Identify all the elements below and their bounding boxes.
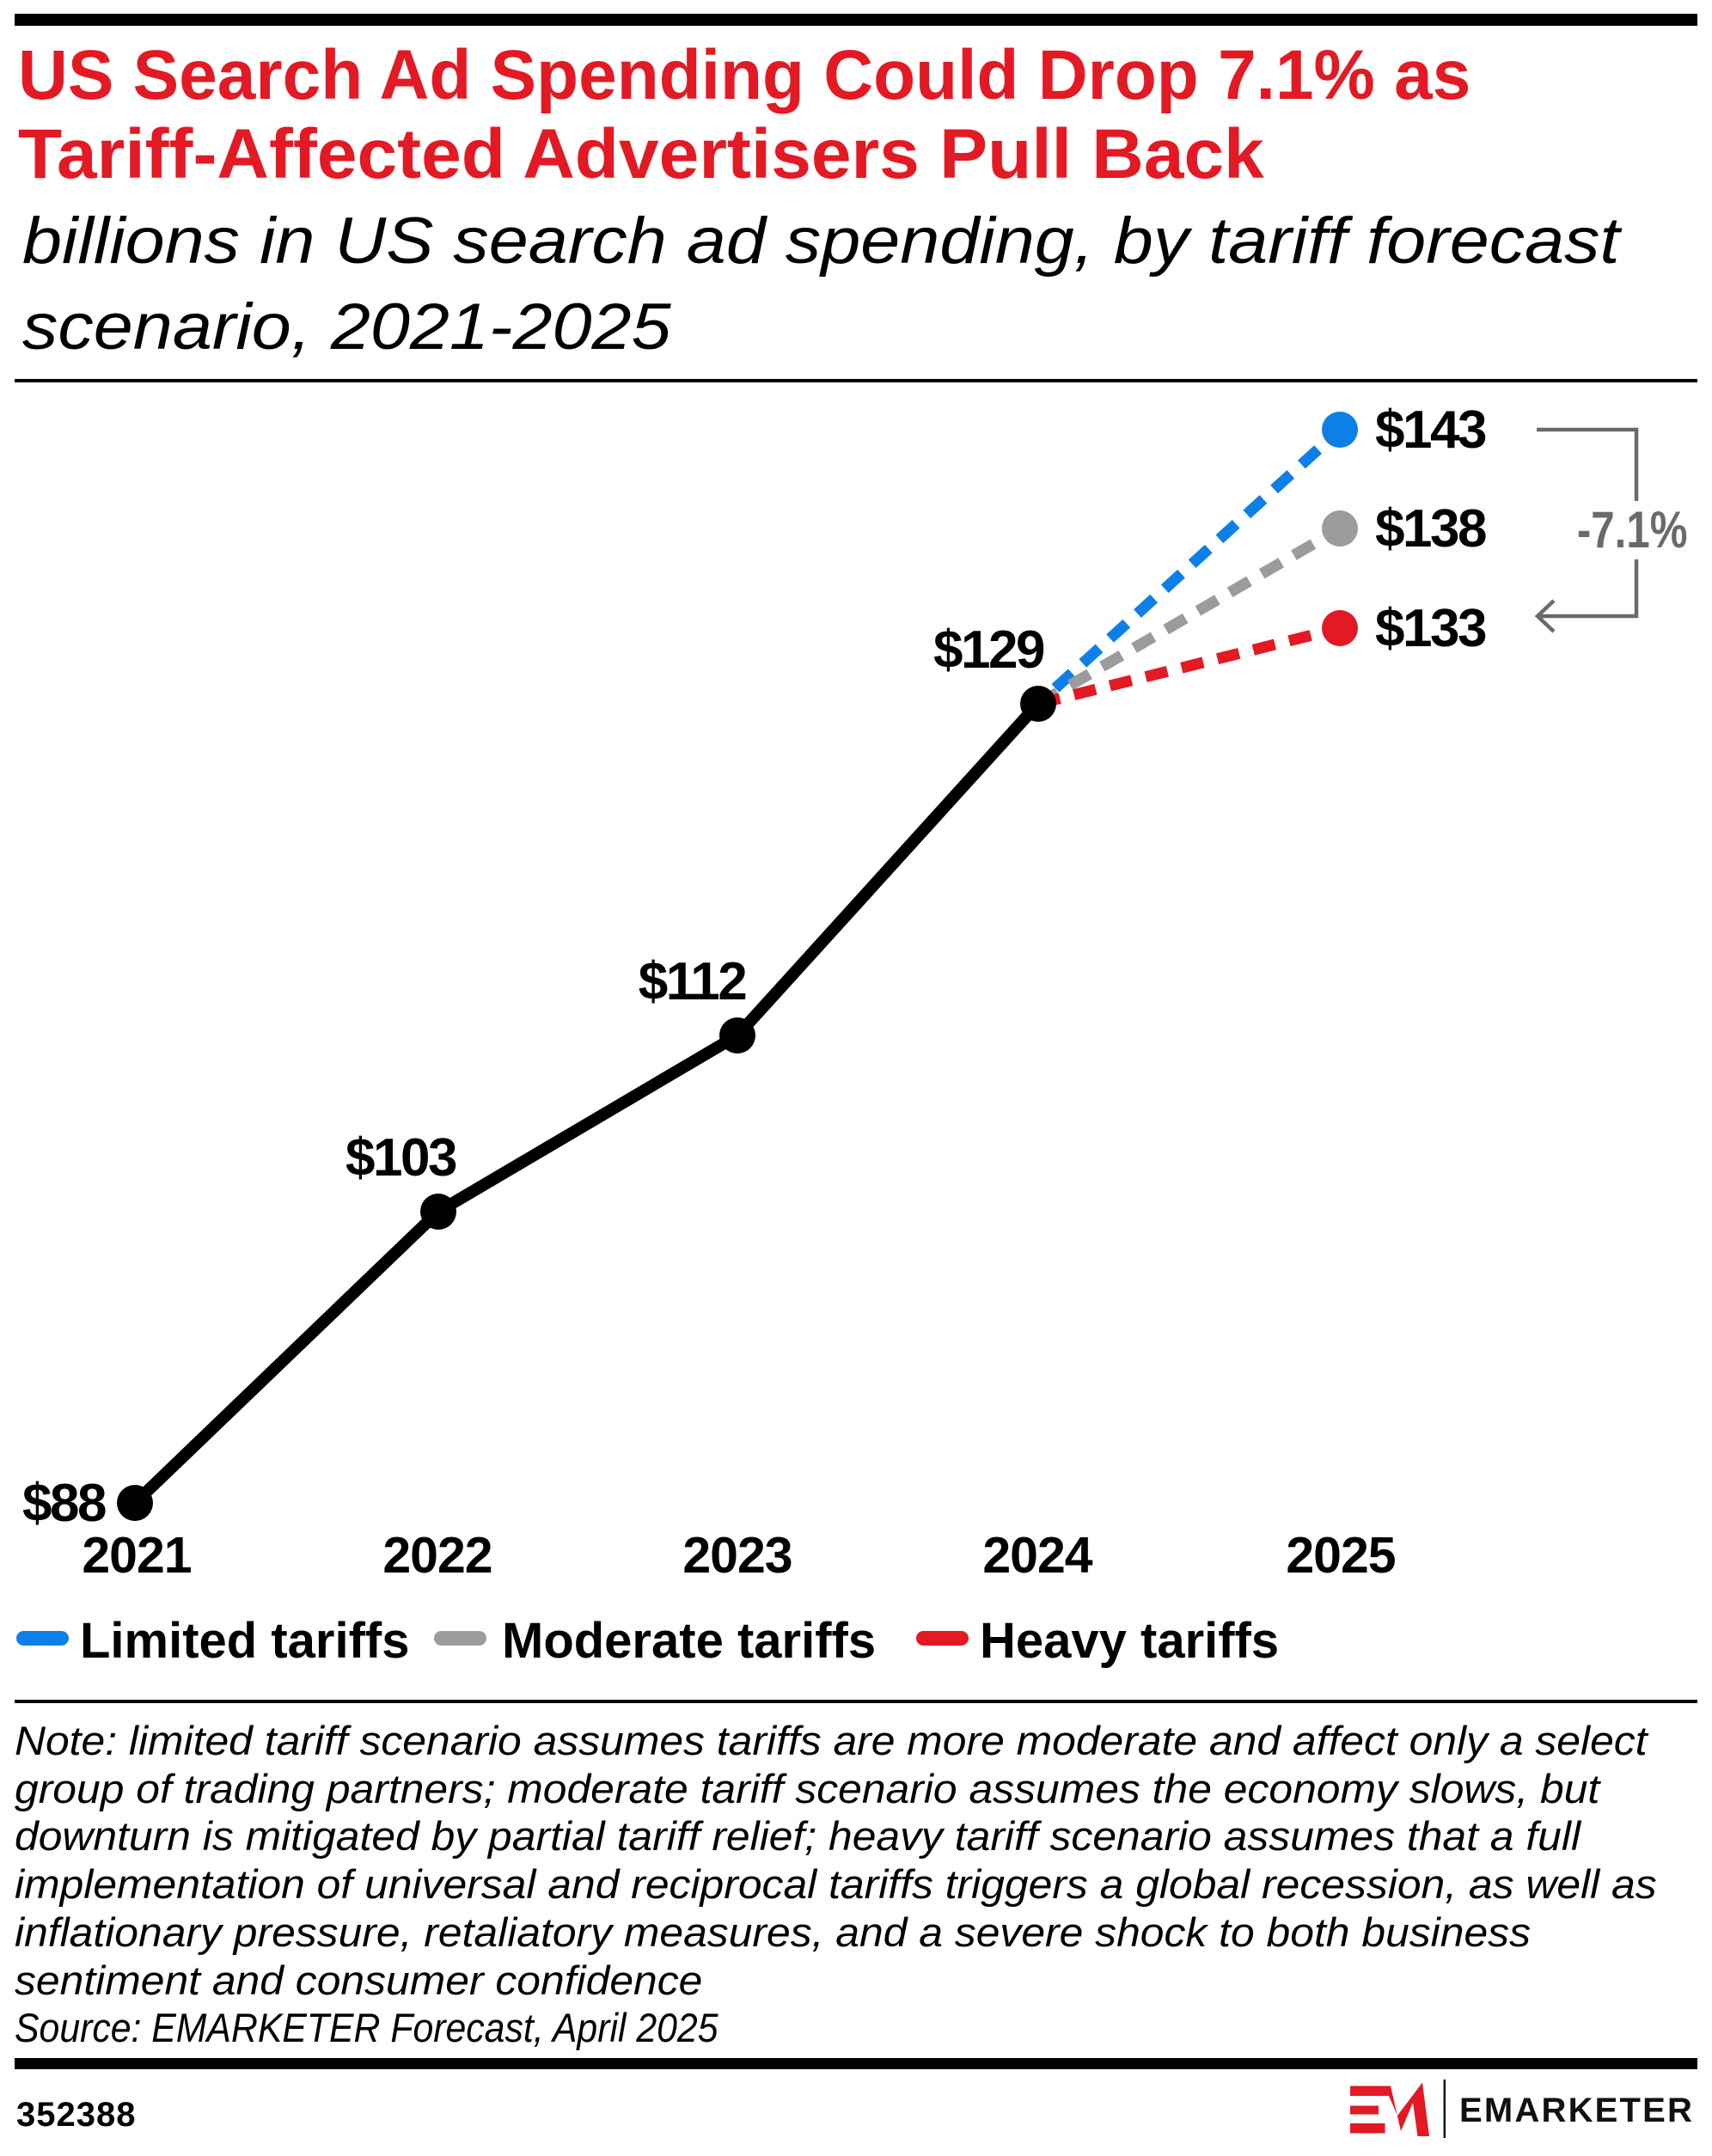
svg-text:EMARKETER: EMARKETER bbox=[1459, 2092, 1694, 2129]
